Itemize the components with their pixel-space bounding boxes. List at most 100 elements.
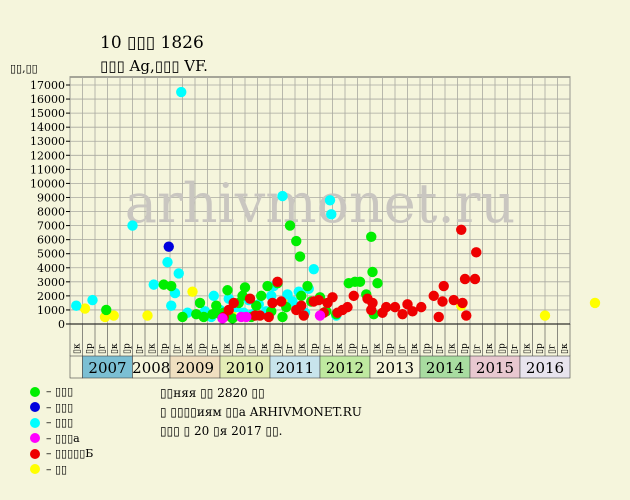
data-point (208, 290, 219, 302)
legend-label: – ▯▯▯ (46, 416, 74, 430)
x-tick-label: ▯г (247, 344, 257, 354)
data-point (277, 190, 288, 202)
x-tick-label: ▯р (310, 343, 320, 354)
x-tick-label: ▯г (172, 344, 182, 354)
data-point (302, 280, 313, 292)
data-point (294, 251, 306, 262)
note-average-price: ▯▯няя ▯▯ 2820 ▯▯ (160, 386, 265, 400)
x-tick-label: ▯р (272, 343, 282, 354)
data-point (291, 235, 302, 247)
data-point (177, 311, 188, 323)
data-point (217, 313, 228, 324)
data-point (101, 304, 112, 316)
data-point (251, 300, 262, 311)
x-tick-label: ▯р (122, 343, 132, 354)
data-point (79, 303, 91, 314)
watermark: arhivmonet.ru (125, 172, 515, 235)
legend: – ▯▯▯ – ▯▯▯ – ▯▯▯ – ▯▯▯а – ▯▯▯▯▯Б – ▯▯ (30, 384, 93, 477)
data-point (262, 280, 273, 292)
y-axis-unit: ▯▯,▯▯ (10, 62, 38, 75)
data-point (367, 297, 378, 309)
x-tick-label: ▯г (360, 344, 370, 354)
x-tick-label: ▯г (397, 344, 407, 354)
data-point (228, 297, 239, 309)
x-tick-label: ▯г (210, 344, 220, 354)
x-tick-label: ▯р (460, 343, 470, 354)
data-point (389, 301, 401, 313)
year-label: 2016 (526, 359, 564, 377)
data-point (211, 300, 222, 311)
x-tick-label: ▯к (522, 343, 532, 354)
x-tick-label: ▯р (235, 343, 245, 354)
year-label: 2011 (276, 359, 314, 377)
x-tick-label: ▯к (110, 343, 120, 354)
y-tick-label: 13000 (30, 135, 65, 148)
data-point (284, 220, 296, 231)
year-label: 2007 (88, 359, 126, 377)
x-tick-label: ▯г (97, 344, 107, 354)
data-point (308, 263, 319, 275)
data-point (256, 290, 267, 302)
year-label: 2013 (376, 359, 414, 377)
data-point (342, 301, 353, 313)
data-point (354, 276, 366, 288)
x-tick-label: ▯г (285, 344, 295, 354)
data-point (461, 310, 472, 321)
y-tick-label: 15000 (30, 107, 65, 120)
legend-item: – ▯▯▯ (30, 384, 93, 400)
x-tick-label: ▯г (322, 344, 332, 354)
x-tick-label: ▯р (160, 343, 170, 354)
x-tick-label: ▯к (447, 343, 457, 354)
y-tick-label: 1000 (37, 304, 65, 317)
y-tick-label: 17000 (30, 79, 65, 92)
data-point (428, 290, 439, 302)
x-tick-label: ▯к (260, 343, 270, 354)
data-point (276, 296, 287, 307)
year-label: 2010 (226, 359, 264, 377)
data-point (108, 310, 119, 321)
note-date: ▯▯▯ ▯ 20 ▯я 2017 ▯▯. (160, 424, 283, 438)
y-tick-label: 0 (58, 318, 65, 331)
chart-title: 10 ▯▯▯ 1826 (100, 33, 204, 53)
x-tick-label: ▯к (560, 343, 570, 354)
data-point (326, 209, 337, 220)
data-point (162, 256, 173, 268)
legend-dot (30, 464, 40, 475)
legend-dot (30, 402, 40, 413)
y-tick-label: 2000 (37, 290, 65, 303)
legend-dot (30, 386, 40, 397)
data-point (222, 285, 233, 296)
year-cell-empty (69, 355, 83, 379)
data-point (456, 224, 467, 236)
data-point (397, 308, 408, 320)
data-point (87, 294, 98, 306)
data-point (227, 313, 238, 324)
year-band: 2007 2008 2009 2010 2011 2012 2013 2014 2015 2016 (69, 355, 571, 379)
data-point (166, 280, 177, 292)
data-point (407, 306, 418, 317)
data-point (324, 195, 336, 206)
data-point (381, 301, 392, 313)
y-tick-label: 7000 (37, 220, 65, 233)
data-point (327, 292, 338, 303)
x-tick-label: ▯к (410, 343, 420, 354)
data-point (367, 266, 378, 278)
year-label: 2012 (326, 359, 364, 377)
x-tick-label: ▯р (385, 343, 395, 354)
data-point (296, 290, 307, 302)
x-tick-label: ▯г (510, 344, 520, 354)
data-point (198, 311, 209, 323)
legend-item: – ▯▯▯а (30, 431, 93, 447)
data-point (416, 301, 427, 313)
x-tick-label: ▯к (335, 343, 345, 354)
data-point (71, 300, 82, 311)
x-tick-label: ▯р (197, 343, 207, 354)
data-point (148, 279, 159, 290)
y-tick-label: 3000 (37, 276, 65, 289)
legend-label: – ▯▯▯ (46, 400, 74, 414)
data-point (267, 297, 278, 309)
x-tick-label: ▯к (185, 343, 195, 354)
data-point (194, 297, 206, 309)
